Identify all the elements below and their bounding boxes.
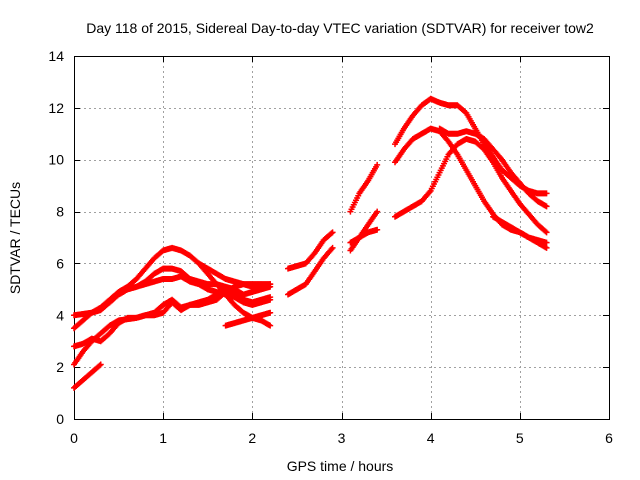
series-track-10 xyxy=(285,244,336,298)
data-point xyxy=(543,229,550,236)
y-tick-label: 10 xyxy=(48,152,64,168)
data-point xyxy=(328,230,335,237)
data-point xyxy=(267,296,274,303)
y-axis-label: SDTVAR / TECUs xyxy=(7,182,23,294)
data-point xyxy=(374,208,381,215)
y-tick-label: 8 xyxy=(56,204,64,220)
y-tick-label: 0 xyxy=(56,411,64,427)
x-tick-label: 0 xyxy=(70,430,78,446)
data-point xyxy=(96,362,103,369)
x-axis-label: GPS time / hours xyxy=(287,458,394,474)
data-point xyxy=(97,361,104,368)
data-point xyxy=(267,322,274,329)
series-track-16 xyxy=(392,135,550,236)
data-point xyxy=(267,309,274,316)
series-track-13 xyxy=(347,226,381,246)
series-track-5 xyxy=(71,273,274,319)
y-tick-label: 4 xyxy=(56,307,64,323)
series-track-12 xyxy=(347,161,381,215)
series-track-18 xyxy=(490,213,550,246)
series-track-7 xyxy=(222,309,274,329)
series-track-2 xyxy=(71,286,274,368)
series-track-8 xyxy=(195,260,274,288)
grid-lines xyxy=(74,56,609,419)
data-point xyxy=(374,161,381,168)
y-tick-label: 6 xyxy=(56,255,64,271)
data-point xyxy=(329,244,336,251)
chart-title: Day 118 of 2015, Sidereal Day-to-day VTE… xyxy=(86,20,594,36)
data-point xyxy=(543,239,550,246)
series-track-1 xyxy=(71,361,104,391)
x-tick-label: 1 xyxy=(159,430,167,446)
x-tick-label: 4 xyxy=(427,430,435,446)
x-tick-label: 2 xyxy=(248,430,256,446)
data-point xyxy=(543,244,550,251)
data-point xyxy=(542,228,549,235)
x-tick-label: 3 xyxy=(338,430,346,446)
data-point xyxy=(267,281,274,288)
x-tick-label: 6 xyxy=(605,430,613,446)
data-points xyxy=(71,95,550,391)
y-tick-label: 12 xyxy=(48,100,64,116)
x-tick-label: 5 xyxy=(516,430,524,446)
series-track-17 xyxy=(436,125,550,210)
y-tick-label: 2 xyxy=(56,359,64,375)
data-point xyxy=(543,190,550,197)
data-point xyxy=(374,226,381,233)
series-track-9 xyxy=(285,229,336,272)
data-point xyxy=(543,203,550,210)
axis-ticks xyxy=(74,56,610,420)
y-tick-label: 14 xyxy=(48,48,64,64)
data-point xyxy=(329,229,336,236)
